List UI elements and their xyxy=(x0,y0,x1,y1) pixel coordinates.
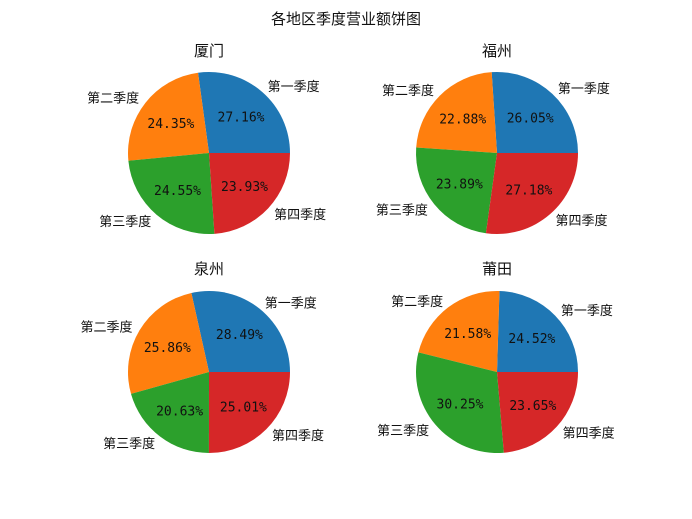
slice-category-label: 第三季度 xyxy=(377,423,429,439)
pie-3: 泉州 28.49% 第一季度 25.86% 第二季度 20.63% 第三季度 25.01% 第四… xyxy=(80,260,324,453)
pie-slice xyxy=(416,352,504,454)
pie-slice xyxy=(491,72,578,153)
pie-slice xyxy=(209,153,291,234)
slice-category-label: 第四季度 xyxy=(563,425,615,441)
slice-category-label: 第二季度 xyxy=(382,83,434,99)
pie-2: 福州 26.05% 第一季度 22.88% 第二季度 23.89% 第三季度 27.18% 第四… xyxy=(376,42,610,234)
slice-category-label: 第一季度 xyxy=(561,303,613,319)
slice-category-label: 第二季度 xyxy=(80,319,132,335)
slice-percent-label: 23.89% xyxy=(436,178,483,193)
pie-grid: 厦门27.16%第一季度24.35%第二季度24.55%第三季度23.93%第四… xyxy=(80,42,615,454)
slice-category-label: 第四季度 xyxy=(274,207,326,223)
pie-1: 厦门 27.16%第一季度 24.35% 第二季度 24.55%第三季度 23.93% 第四… xyxy=(87,42,326,235)
slice-category-label: 第三季度 xyxy=(376,202,428,218)
slice-percent-label: 22.88% xyxy=(439,113,486,128)
pie-slice xyxy=(208,372,290,453)
pie-title: 厦门 xyxy=(194,42,224,60)
slice-percent-label: 30.25% xyxy=(437,398,484,413)
slice-percent-label: 27.18% xyxy=(505,184,552,199)
slice-percent-label: 25.01% xyxy=(220,400,267,415)
slice-category-label: 第一季度 xyxy=(265,296,317,312)
slice-category-label: 第四季度 xyxy=(556,213,608,229)
pie-slice xyxy=(128,72,209,161)
pie-slice xyxy=(198,72,290,153)
slice-category-label: 第四季度 xyxy=(272,428,324,444)
slice-category-label: 第三季度 xyxy=(99,214,151,230)
slice-percent-label: 27.16% xyxy=(218,110,265,125)
pie-4: 莆田 24.52% 第一季度 21.58% 第二季度 30.25% 第三季度 23.65% 第四… xyxy=(377,260,615,454)
slice-percent-label: 25.86% xyxy=(144,341,191,356)
pie-slice xyxy=(127,292,209,394)
pie-slice xyxy=(131,372,209,453)
slice-percent-label: 23.65% xyxy=(509,399,556,414)
pie-title: 莆田 xyxy=(482,260,512,278)
pie-slice xyxy=(128,153,215,235)
pie-slice xyxy=(416,72,497,153)
pie-slice xyxy=(497,291,578,372)
slice-percent-label: 24.35% xyxy=(147,117,194,132)
slice-percent-label: 21.58% xyxy=(444,327,491,342)
pie-slice xyxy=(191,290,290,372)
pie-title: 福州 xyxy=(482,42,512,60)
figure-title: 各地区季度营业额饼图 xyxy=(271,10,421,28)
slice-percent-label: 23.93% xyxy=(221,180,268,195)
slice-percent-label: 24.55% xyxy=(154,184,201,199)
slice-category-label: 第二季度 xyxy=(391,294,443,310)
slice-category-label: 第二季度 xyxy=(87,91,139,107)
pie-slice xyxy=(497,372,578,453)
pie-title: 泉州 xyxy=(194,260,224,278)
pie-slice xyxy=(415,147,497,234)
slice-percent-label: 20.63% xyxy=(156,405,203,420)
slice-category-label: 第一季度 xyxy=(268,79,320,95)
slice-percent-label: 24.52% xyxy=(508,332,555,347)
pie-slice xyxy=(485,153,578,234)
slice-percent-label: 28.49% xyxy=(216,328,263,343)
slice-category-label: 第一季度 xyxy=(558,81,610,97)
pie-slice xyxy=(418,291,500,372)
slice-percent-label: 26.05% xyxy=(507,112,554,127)
slice-category-label: 第三季度 xyxy=(103,436,155,452)
